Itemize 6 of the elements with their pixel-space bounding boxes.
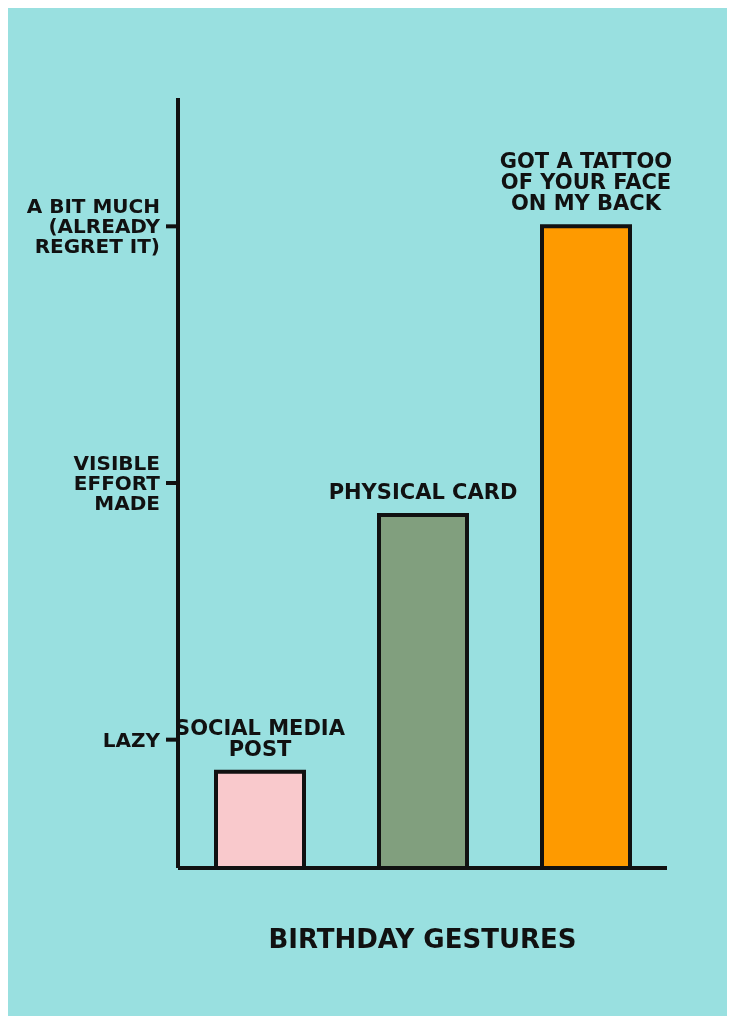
text: LAZY <box>102 727 161 752</box>
text: VISIBLE EFFORT MADE <box>73 451 161 516</box>
x-tick-label: GOT A TATTOO OF YOUR FACE ON MY BACK <box>499 149 673 216</box>
text: A BIT MUCH (ALREADY REGRET IT) <box>26 194 161 259</box>
x-axis-title: BIRTHDAY GESTURES <box>268 924 577 954</box>
x-tick-label: PHYSICAL CARD <box>328 480 518 505</box>
